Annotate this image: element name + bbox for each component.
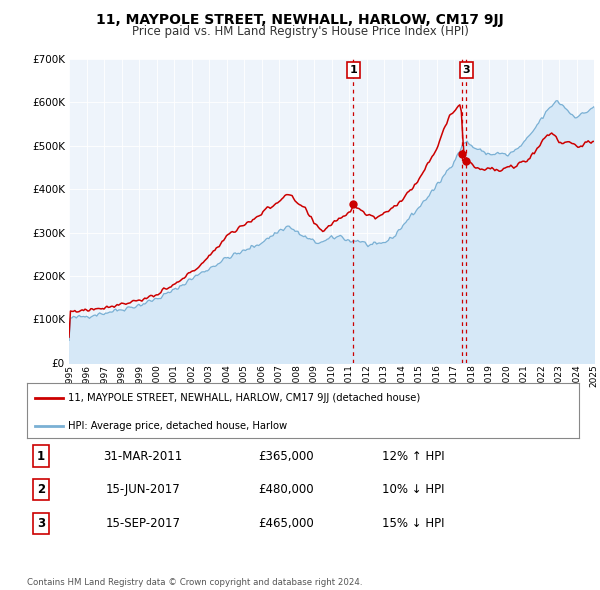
Text: 3: 3 [37,517,45,530]
Text: £480,000: £480,000 [259,483,314,496]
Text: £465,000: £465,000 [259,517,314,530]
Text: 1: 1 [37,450,45,463]
Text: 3: 3 [463,65,470,75]
Text: 10% ↓ HPI: 10% ↓ HPI [382,483,445,496]
Text: 15-JUN-2017: 15-JUN-2017 [106,483,180,496]
Text: 15-SEP-2017: 15-SEP-2017 [106,517,181,530]
Text: 15% ↓ HPI: 15% ↓ HPI [382,517,445,530]
Text: 1: 1 [349,65,357,75]
Text: 31-MAR-2011: 31-MAR-2011 [103,450,182,463]
Text: 11, MAYPOLE STREET, NEWHALL, HARLOW, CM17 9JJ: 11, MAYPOLE STREET, NEWHALL, HARLOW, CM1… [96,13,504,27]
Text: Contains HM Land Registry data © Crown copyright and database right 2024.
This d: Contains HM Land Registry data © Crown c… [27,578,362,590]
Text: Price paid vs. HM Land Registry's House Price Index (HPI): Price paid vs. HM Land Registry's House … [131,25,469,38]
Text: £365,000: £365,000 [259,450,314,463]
Text: 11, MAYPOLE STREET, NEWHALL, HARLOW, CM17 9JJ (detached house): 11, MAYPOLE STREET, NEWHALL, HARLOW, CM1… [68,393,421,403]
Text: 12% ↑ HPI: 12% ↑ HPI [382,450,445,463]
Text: 2: 2 [37,483,45,496]
Text: HPI: Average price, detached house, Harlow: HPI: Average price, detached house, Harl… [68,421,287,431]
